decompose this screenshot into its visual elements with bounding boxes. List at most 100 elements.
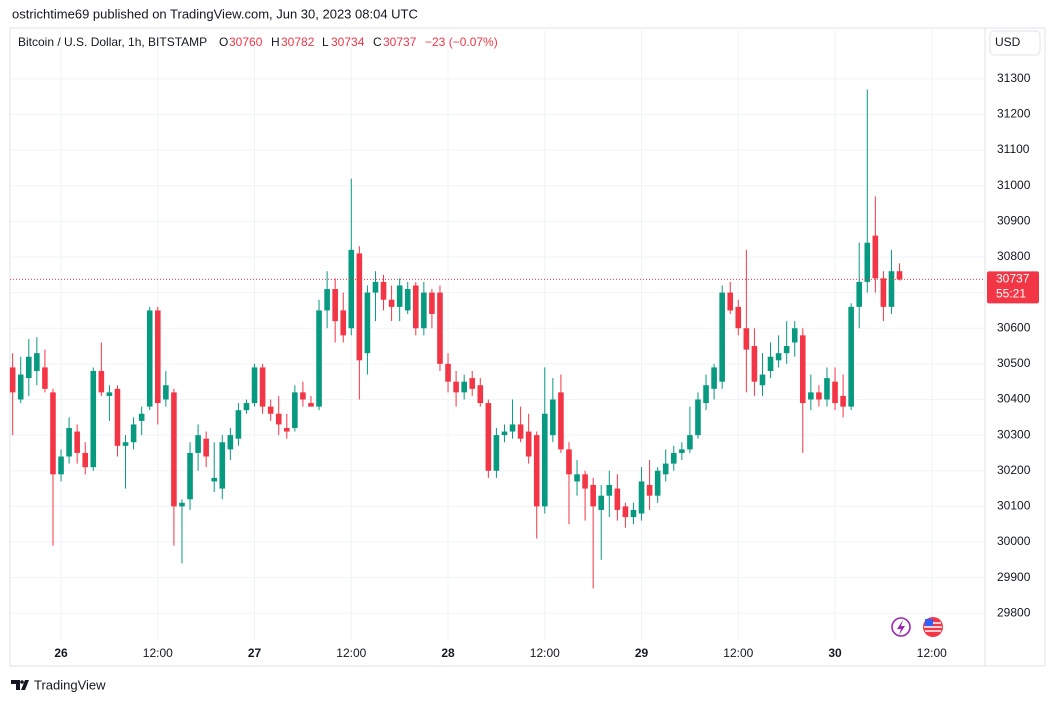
candle (316, 299, 322, 411)
candle (695, 392, 701, 439)
legend-close: 30737 (383, 35, 417, 49)
candle-body (695, 399, 701, 436)
x-tick-label: 12:00 (917, 646, 947, 660)
y-tick-label: 31300 (997, 71, 1031, 85)
candle (50, 388, 56, 546)
candle-body (550, 399, 556, 436)
candle-body (404, 289, 411, 311)
candle-body (453, 381, 459, 393)
candle (525, 413, 532, 464)
candle (630, 502, 637, 525)
candle-body (34, 353, 40, 371)
last-price-box (987, 271, 1039, 304)
candle-body (799, 335, 806, 404)
candle (558, 374, 564, 453)
candle (114, 385, 121, 457)
x-tick-label: 12:00 (336, 646, 366, 660)
y-tick-label: 30600 (997, 320, 1031, 334)
candle (759, 353, 766, 396)
candle-body (114, 388, 121, 446)
candle-body (654, 470, 661, 496)
candle-body (130, 424, 137, 443)
candle-body (90, 370, 97, 468)
candle-body (251, 367, 258, 404)
candle-body (300, 392, 306, 400)
candle (799, 328, 806, 453)
candle-body (808, 392, 814, 400)
candle-body (751, 346, 758, 382)
candle (711, 363, 717, 400)
candle-body (58, 456, 64, 475)
candle (340, 292, 347, 343)
candle (106, 385, 113, 421)
candle (767, 342, 774, 379)
legend-change: −23 (−0.07%) (425, 35, 498, 49)
candle-body (437, 292, 443, 364)
candle (171, 388, 177, 546)
candle-body (396, 285, 403, 307)
candle (243, 399, 250, 414)
legend-h: H (271, 35, 280, 49)
brand (11, 680, 29, 690)
candle (727, 281, 734, 314)
candle-body (759, 374, 766, 386)
candle-body (421, 292, 427, 329)
candle (896, 263, 903, 281)
candle-body (445, 363, 451, 382)
candle-body (235, 410, 242, 439)
legend-high: 30782 (281, 35, 315, 49)
candle (864, 89, 871, 293)
currency-button[interactable] (989, 30, 1041, 56)
candle-body (832, 381, 838, 404)
legend-l: L (322, 35, 329, 49)
x-tick-label: 12:00 (530, 646, 560, 660)
candle-body (533, 435, 540, 507)
candle (25, 338, 32, 396)
candle-body (203, 438, 209, 457)
candle (888, 249, 895, 314)
candle (493, 427, 500, 478)
candle (235, 403, 242, 446)
candle-body (670, 452, 677, 464)
candle-body (646, 485, 653, 496)
candle-body (469, 378, 476, 389)
candle (654, 467, 661, 503)
y-tick-label: 31200 (997, 107, 1031, 121)
candle (42, 349, 48, 393)
x-tick-label: 27 (248, 646, 262, 660)
candle (300, 381, 306, 407)
candle-body (614, 488, 621, 510)
candle-body (25, 356, 32, 379)
candle-body (9, 367, 16, 393)
candle (179, 499, 185, 564)
candle (872, 196, 879, 293)
legend-low: 30734 (331, 35, 365, 49)
candle-body (324, 289, 330, 311)
candle (751, 328, 758, 396)
candle (719, 285, 725, 389)
candle-body (888, 271, 895, 307)
y-tick-label: 29800 (997, 605, 1031, 619)
x-tick-label: 29 (635, 646, 649, 660)
ohlc-legend: Bitcoin / U.S. Dollar, 1h, BITSTAMP O 30… (18, 35, 498, 49)
y-tick-label: 30900 (997, 214, 1031, 228)
candle-body (243, 403, 250, 411)
candle (122, 435, 129, 489)
candle-body (679, 449, 685, 453)
candle (880, 271, 887, 322)
candle-body (372, 281, 379, 293)
candle-body (388, 299, 395, 307)
candle-body (227, 435, 234, 450)
candle-body (703, 385, 709, 404)
candle (146, 306, 153, 411)
candle (533, 431, 540, 539)
candle (743, 249, 750, 393)
candle-body (824, 378, 830, 400)
candle-body (283, 427, 290, 432)
x-tick-label: 26 (54, 646, 68, 660)
candle-body (880, 278, 887, 307)
currency[interactable]: USD (995, 35, 1021, 49)
legend-open: 30760 (229, 35, 263, 49)
candle (227, 427, 234, 461)
legend-c: C (373, 35, 382, 49)
